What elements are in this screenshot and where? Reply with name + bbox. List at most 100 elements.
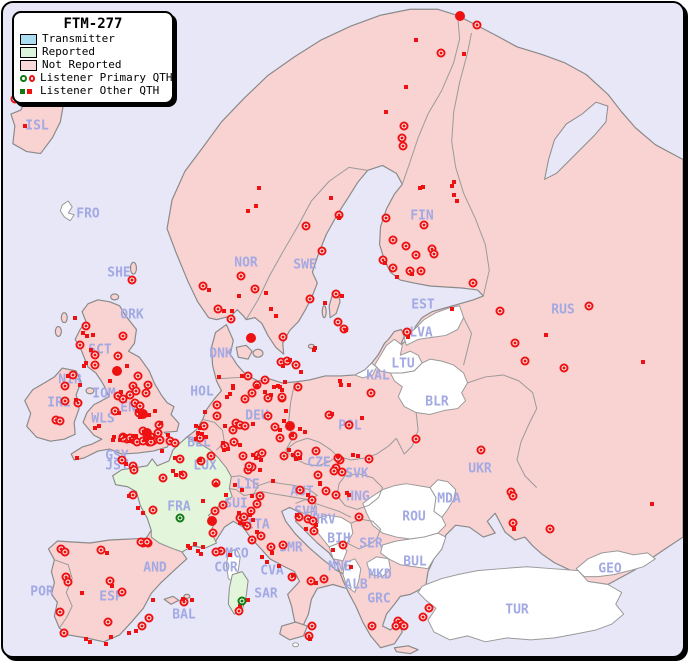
listener-primary-qth-marker — [96, 545, 106, 555]
listener-primary-qth-marker — [429, 249, 439, 259]
listener-other-qth-marker — [257, 186, 261, 190]
listener-other-qth-marker — [452, 193, 456, 197]
listener-other-qth-marker — [217, 375, 221, 379]
listener-primary-qth-marker — [198, 281, 208, 291]
listener-other-qth-marker — [108, 379, 112, 383]
country-label-rou: ROU — [402, 509, 426, 525]
listener-other-qth-marker — [221, 441, 225, 445]
country-label-mkd: MKD — [368, 567, 392, 583]
france — [112, 436, 233, 553]
country-label-hol: HOL — [190, 384, 214, 400]
listener-other-qth-marker — [318, 482, 322, 486]
listener-other-qth-marker — [254, 456, 258, 460]
listener-other-qth-marker — [81, 331, 85, 335]
listener-primary-qth-marker — [240, 421, 250, 431]
listener-other-qth-marker — [314, 581, 318, 585]
listener-primary-qth-marker — [178, 470, 188, 480]
listener-cluster-marker — [138, 409, 148, 419]
listener-other-qth-marker — [131, 434, 135, 438]
listener-other-qth-marker — [277, 564, 281, 568]
listener-primary-qth-marker — [275, 433, 285, 443]
country-label-swe: SWE — [293, 257, 317, 273]
listener-other-qth-marker — [294, 457, 298, 461]
listener-cluster-marker — [142, 428, 152, 438]
listener-other-qth-marker — [260, 555, 264, 559]
listener-other-qth-marker — [281, 364, 285, 368]
listener-other-qth-marker — [251, 518, 255, 522]
listener-primary-qth-marker — [520, 356, 530, 366]
country-label-kal: KAL — [366, 368, 390, 384]
listener-primary-qth-marker — [129, 465, 139, 475]
listener-primary-qth-marker — [307, 495, 317, 505]
legend-swatch — [20, 46, 37, 58]
listener-primary-qth-marker — [60, 381, 70, 391]
listener-primary-qth-marker — [545, 524, 555, 534]
listener-other-qth-marker — [269, 307, 273, 311]
listener-primary-qth-marker — [226, 314, 236, 324]
listener-primary-qth-marker — [211, 547, 221, 557]
legend-label-other-qth: Listener Other QTH — [40, 84, 160, 97]
legend-swatch — [20, 59, 37, 71]
listener-other-qth-marker — [147, 413, 151, 417]
listener-other-qth-marker — [91, 333, 95, 337]
listener-other-qth-marker — [110, 584, 114, 588]
listener-other-qth-marker — [512, 527, 516, 531]
listener-primary-qth-marker — [263, 393, 273, 403]
listener-primary-qth-marker — [206, 451, 216, 461]
listener-other-qth-marker — [194, 424, 198, 428]
listener-primary-qth-marker — [55, 416, 65, 426]
listener-other-qth-marker — [258, 468, 262, 472]
red-square-icon — [27, 88, 32, 94]
listener-other-qth-marker — [383, 261, 387, 265]
listener-primary-qth-marker — [257, 448, 267, 458]
listener-primary-qth-marker — [411, 434, 421, 444]
listener-other-qth-marker — [240, 488, 244, 492]
listener-primary-qth-marker — [142, 537, 152, 547]
listener-primary-qth-marker — [250, 284, 260, 294]
border-switzerland — [229, 475, 259, 497]
listener-other-qth-marker — [304, 527, 308, 531]
listener-primary-qth-marker — [399, 621, 409, 631]
listener-primary-qth-marker — [354, 512, 364, 522]
listener-primary-qth-marker — [331, 490, 341, 500]
listener-other-qth-marker — [254, 204, 258, 208]
listener-other-qth-marker — [173, 456, 177, 460]
listener-other-qth-marker — [337, 216, 341, 220]
country-label-est: EST — [411, 297, 435, 313]
country-label-geo: GEO — [598, 561, 622, 577]
listener-other-qth-marker — [418, 186, 422, 190]
listener-other-qth-marker — [303, 430, 307, 434]
listener-primary-qth-marker — [244, 461, 254, 471]
listener-primary-qth-marker — [278, 332, 288, 342]
listener-other-qth-marker — [109, 635, 113, 639]
listener-other-qth-marker — [295, 513, 299, 517]
listener-other-qth-marker — [291, 573, 295, 577]
listener-other-qth-marker — [93, 426, 97, 430]
listener-other-qth-marker — [82, 364, 86, 368]
country-label-cze: CZE — [307, 455, 331, 471]
listener-primary-qth-marker — [305, 294, 315, 304]
listener-primary-qth-marker — [495, 306, 505, 316]
listener-primary-qth-marker — [364, 454, 374, 464]
listener-other-qth-marker — [148, 436, 152, 440]
listener-primary-qth-marker — [118, 394, 128, 404]
listener-other-qth-marker — [160, 449, 164, 453]
listener-primary-qth-marker — [337, 467, 347, 477]
listener-other-qth-marker — [228, 553, 232, 557]
listener-primary-qth-marker — [208, 528, 218, 538]
listener-primary-qth-marker — [81, 321, 91, 331]
listener-other-qth-marker — [198, 426, 202, 430]
listener-other-qth-marker — [129, 439, 133, 443]
white-sea — [543, 101, 609, 181]
listener-other-qth-marker — [141, 511, 145, 515]
kaliningrad — [354, 362, 378, 379]
listener-primary-qth-marker — [238, 451, 248, 461]
listener-other-qth-marker — [288, 358, 292, 362]
listener-primary-qth-marker — [508, 491, 518, 501]
country-label-hng: HNG — [346, 489, 370, 505]
listener-other-qth-marker — [395, 275, 399, 279]
albania — [342, 558, 362, 593]
listener-other-qth-marker — [314, 523, 318, 527]
listener-other-qth-marker — [196, 431, 200, 435]
